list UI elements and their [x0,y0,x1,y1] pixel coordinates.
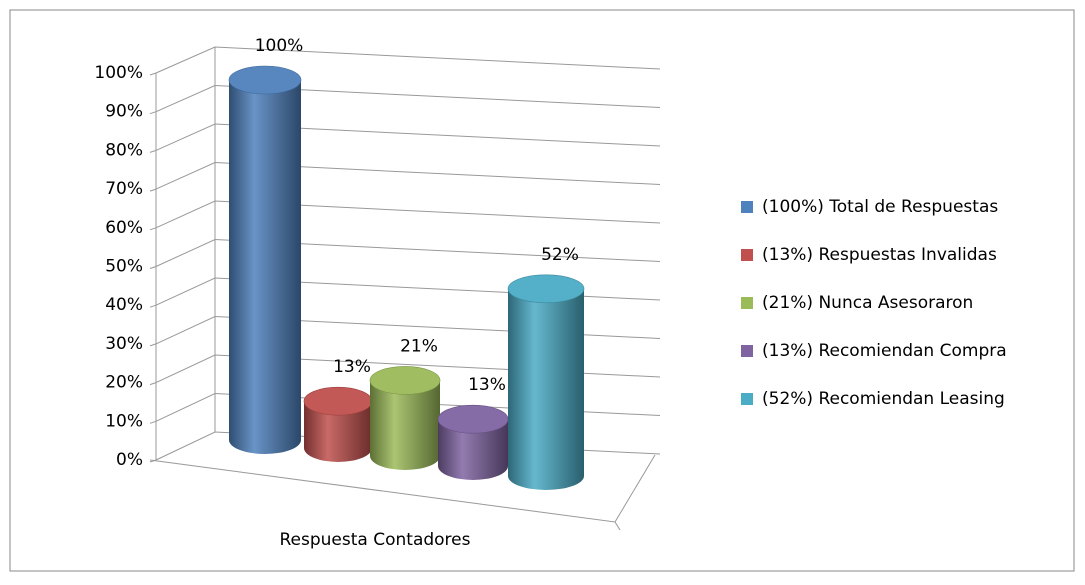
data-label: 13% [468,375,506,395]
y-tick-label: 100% [94,63,143,83]
y-tick-label: 70% [105,179,143,199]
cylinder-top [369,366,441,395]
y-tick-label: 50% [105,257,143,277]
legend-label: (21%) Nunca Asesoraron [762,293,973,313]
legend-swatch [741,345,753,357]
y-tick-mark [149,72,157,76]
y-tick-label: 30% [105,334,143,354]
y-tick-mark [149,382,157,386]
y-tick-mark [149,227,157,231]
y-tick-label: 60% [105,218,143,238]
cylinder-body [508,288,584,476]
y-tick-mark [149,266,157,269]
y-tick-mark [149,420,157,424]
cylinder-top [437,404,509,434]
y-tick-mark [149,111,157,115]
y-tick-label: 80% [105,140,143,160]
y-tick-mark [149,343,157,347]
legend-swatch [741,297,753,309]
cylinder-top [228,65,302,95]
y-tick-mark [149,149,157,153]
x-category-label: Respuesta Contadores [280,530,471,550]
y-tick-mark [149,459,157,463]
data-label: 21% [400,336,438,356]
legend-swatch [741,393,753,405]
cylinder-body [229,80,301,440]
y-tick-label: 20% [105,373,143,393]
y-tick-label: 0% [116,450,143,470]
cylinder-top [507,274,585,304]
y-tick-mark [149,304,157,308]
y-tick-label: 40% [105,295,143,315]
legend-label: (13%) Respuestas Invalidas [762,245,997,265]
data-label: 13% [333,357,371,377]
data-label: 52% [541,245,579,265]
cylinder-top [303,386,373,416]
data-label: 100% [255,36,304,56]
floor-corner [614,521,621,531]
legend-label: (52%) Recomiendan Leasing [762,389,1005,409]
legend-label: (13%) Recomiendan Compra [762,341,1007,361]
y-tick-label: 90% [105,102,143,122]
legend-swatch [741,201,753,213]
legend-swatch [741,249,753,261]
y-tick-mark [149,188,157,192]
y-tick-label: 10% [105,411,143,431]
legend-label: (100%) Total de Respuestas [762,197,998,217]
